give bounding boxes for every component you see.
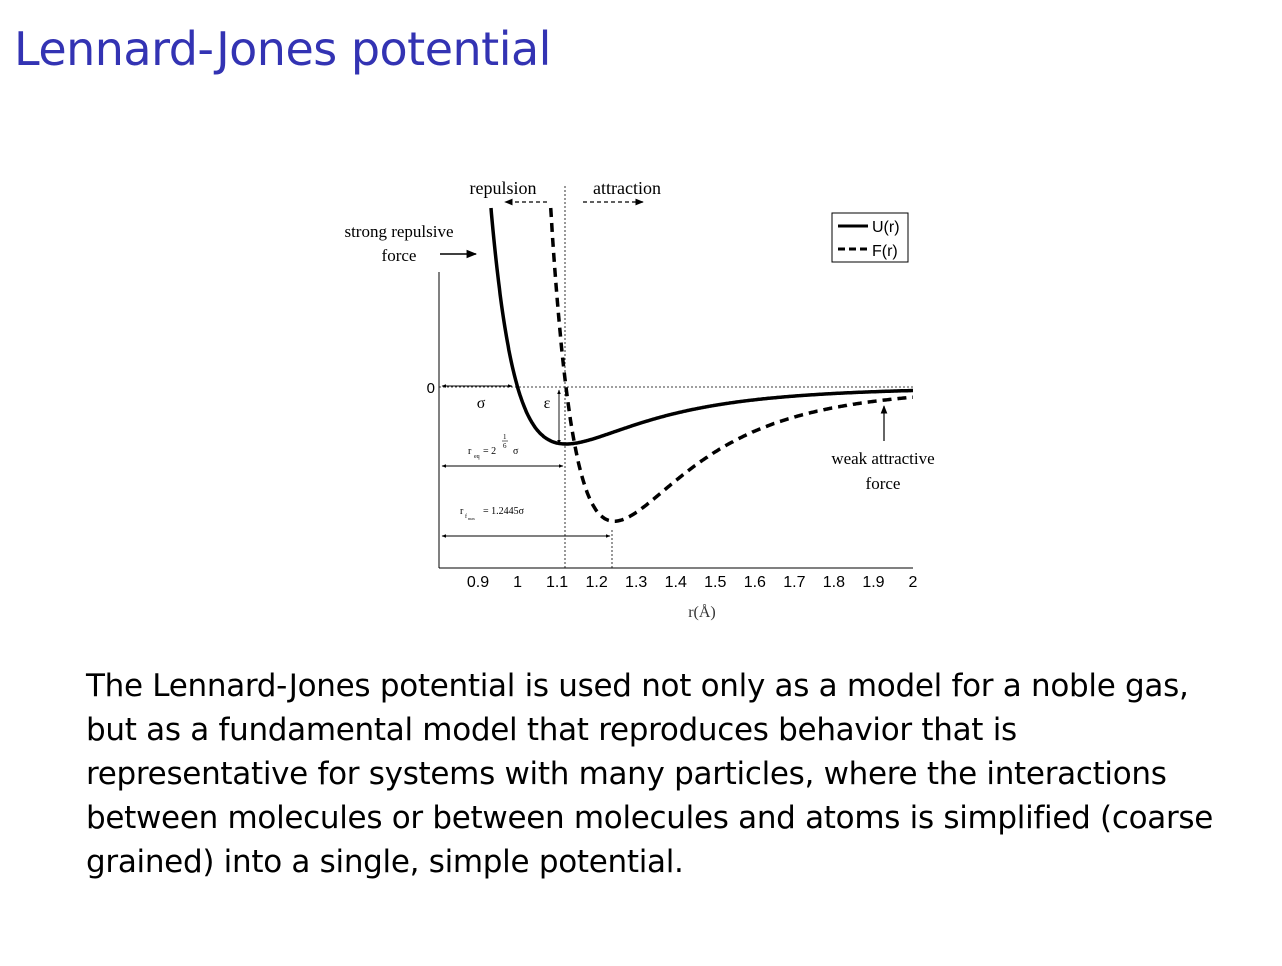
- legend: U(r) F(r): [831, 212, 909, 263]
- x-tick-label: 1.4: [665, 574, 687, 591]
- body-line: representative for systems with many par…: [86, 756, 1167, 792]
- body-paragraph: The Lennard-Jones potential is used not …: [86, 664, 1236, 884]
- svg-text:= 1.2445σ: = 1.2445σ: [483, 506, 525, 517]
- legend-label-u: U(r): [872, 219, 900, 236]
- svg-text:r: r: [468, 446, 472, 457]
- annotation-weak-attractive-1: weak attractive: [831, 449, 934, 468]
- x-tick-label: 1.5: [704, 574, 726, 591]
- annotation-strong-repulsive-2: force: [382, 246, 417, 265]
- annotation-strong-repulsive-1: strong repulsive: [344, 222, 453, 241]
- svg-text:eq: eq: [474, 454, 480, 460]
- series-line-f: [548, 207, 913, 523]
- x-axis-label: r(Å): [688, 603, 716, 621]
- svg-text:max: max: [468, 516, 475, 521]
- svg-text:r: r: [460, 506, 464, 517]
- body-line: The Lennard-Jones potential is used not …: [86, 668, 1189, 704]
- svg-text:σ: σ: [513, 446, 519, 457]
- legend-label-f: F(r): [872, 243, 898, 260]
- annotation-epsilon: ε: [544, 395, 551, 412]
- annotation-attraction: attraction: [593, 178, 661, 198]
- x-tick-label: 1.7: [783, 574, 805, 591]
- x-tick-label: 0.9: [467, 574, 489, 591]
- body-line: but as a fundamental model that reproduc…: [86, 712, 1017, 748]
- y-tick-label-0: 0: [427, 380, 435, 397]
- x-tick-label: 1.8: [823, 574, 845, 591]
- svg-text:6: 6: [503, 442, 507, 450]
- body-line: grained) into a single, simple potential…: [86, 844, 684, 880]
- x-tick-label: 2: [909, 574, 918, 591]
- x-tick-label: 1.9: [862, 574, 884, 591]
- svg-text:f: f: [465, 513, 467, 520]
- body-line: between molecules or between molecules a…: [86, 800, 1214, 836]
- x-tick-label: 1: [513, 574, 522, 591]
- annotation-rfmax: r f max = 1.2445σ: [460, 506, 525, 521]
- annotation-sigma: σ: [477, 395, 486, 412]
- svg-text:1: 1: [503, 433, 507, 441]
- svg-text:= 2: = 2: [483, 446, 496, 457]
- x-tick-label: 1.6: [744, 574, 766, 591]
- x-tick-label: 1.3: [625, 574, 647, 591]
- annotation-weak-attractive-2: force: [866, 474, 901, 493]
- x-tick-label: 1.2: [586, 574, 608, 591]
- x-tick-labels: 0.9 1 1.1 1.2 1.3 1.4 1.5 1.6 1.7 1.8 1.9 2: [467, 574, 918, 591]
- annotation-repulsion: repulsion: [470, 178, 537, 198]
- annotation-req: r eq = 2 1 6 σ: [468, 433, 519, 460]
- slide-title: Lennard-Jones potential: [14, 22, 551, 76]
- series-line-u: [489, 207, 913, 446]
- x-tick-label: 1.1: [546, 574, 568, 591]
